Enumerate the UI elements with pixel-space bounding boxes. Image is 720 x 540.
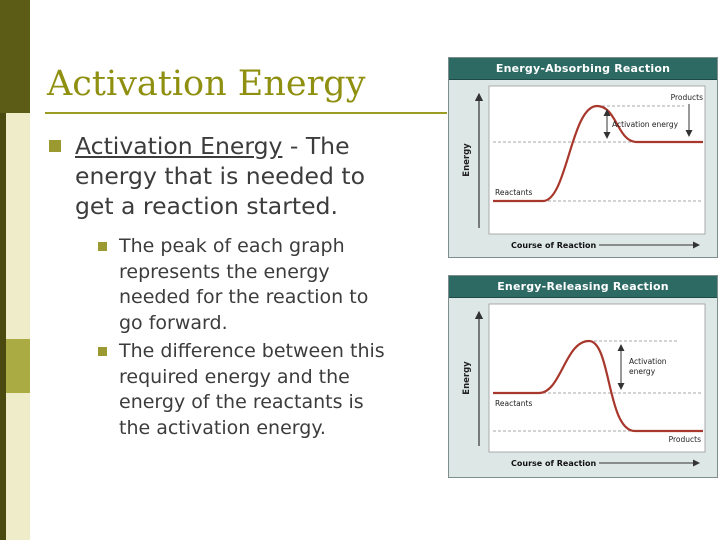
activation-energy-label-line2: energy [629, 367, 656, 376]
main-bullet-line: energy that is needed to [75, 162, 365, 190]
activation-energy-label: Activation energy [612, 120, 679, 129]
sub-bullet-1-text: The peak of each graph represents the en… [119, 234, 368, 336]
energy-axis-label: Energy [462, 143, 472, 177]
title-underline-rule [45, 112, 447, 114]
energy-axis-label: Energy [462, 361, 472, 395]
reaction-energy-curve [493, 104, 703, 203]
reactants-label: Reactants [495, 399, 532, 408]
energy-absorbing-chart: Energy Activation energy Products Reacta… [462, 85, 706, 250]
sub-bullet-line: required energy and the [119, 365, 350, 388]
plot-area [488, 303, 706, 453]
accent-strip [0, 0, 6, 540]
slide-title: Activation Energy [47, 64, 366, 104]
reactants-label: Reactants [495, 188, 532, 197]
main-bullet-line: Activation Energy - The [75, 131, 365, 161]
sub-bullet-line: go forward. [119, 311, 228, 334]
sub-bullet-1: The peak of each graph represents the en… [98, 234, 466, 336]
main-bullet-line: get a reaction started. [75, 192, 338, 220]
accent-segment-top [0, 0, 30, 113]
plot-area [488, 85, 706, 235]
course-of-reaction-label: Course of Reaction [511, 241, 597, 250]
sub-bullet-square-icon [98, 347, 107, 356]
sub-bullet-square-icon [98, 242, 107, 251]
bullet-square-icon [49, 140, 61, 152]
activation-energy-label-line1: Activation [629, 357, 667, 366]
slide-body: Activation Energy - The energy that is n… [46, 131, 466, 444]
main-bullet-rest: - The [282, 132, 350, 160]
sub-bullet-line: The peak of each graph [119, 235, 345, 257]
accent-segment-mid [6, 339, 30, 393]
sub-bullet-line: The difference between this [119, 340, 385, 362]
sub-bullet-line: represents the energy [119, 260, 330, 283]
chart-title-bar: Energy-Releasing Reaction [449, 276, 717, 298]
underlined-term: Activation Energy [75, 132, 283, 160]
reaction-energy-curve [493, 339, 703, 433]
sub-bullet-2: The difference between this required ene… [98, 339, 466, 441]
products-label: Products [669, 435, 701, 444]
chart-panel-energy-releasing: Energy-Releasing Reaction Energy Activat… [448, 275, 718, 478]
chart-title-bar: Energy-Absorbing Reaction [449, 58, 717, 80]
sub-bullet-line: the activation energy. [119, 416, 326, 439]
course-of-reaction-label: Course of Reaction [511, 459, 597, 468]
products-label: Products [671, 93, 703, 102]
main-bullet-text: Activation Energy - The energy that is n… [75, 131, 365, 221]
energy-releasing-chart: Energy Activation energy Reactants Produ… [462, 303, 706, 468]
sub-bullet-line: needed for the reaction to [119, 286, 369, 308]
sub-bullet-line: energy of the reactants is [119, 391, 364, 413]
left-accent-bar [0, 0, 30, 540]
chart-panel-energy-absorbing: Energy-Absorbing Reaction Energy Activat… [448, 57, 718, 258]
main-bullet: Activation Energy - The energy that is n… [46, 131, 466, 221]
sub-bullet-2-text: The difference between this required ene… [119, 339, 385, 441]
